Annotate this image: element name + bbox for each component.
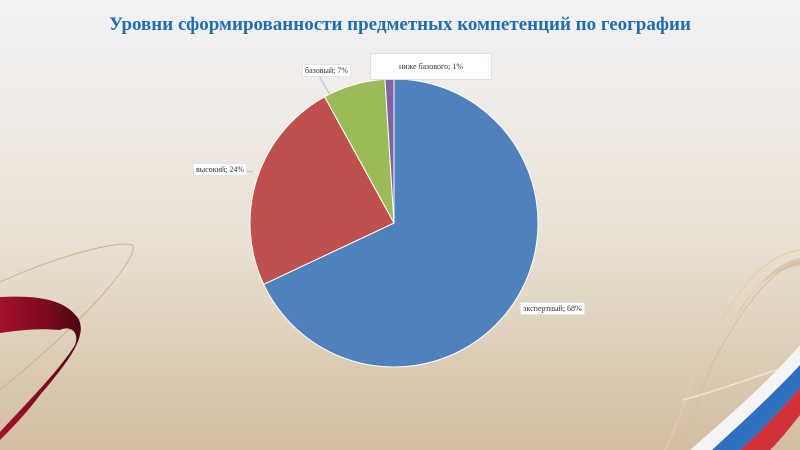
slide-title: Уровни сформированности предметных компе… [109,14,691,35]
slice-high [249,96,395,285]
label-expert: экспертный; 68% [520,302,585,315]
label-high: высокий; 24% [193,163,248,176]
label-below-basic: ниже базового; 1% [370,53,492,80]
slice-expert [263,78,539,368]
flag-ribbon-blue [712,365,800,450]
label-basic: базовый; 7% [302,64,352,77]
flag-ribbon-red [740,388,800,450]
leader-line [317,73,331,96]
red-ribbon [0,296,81,440]
